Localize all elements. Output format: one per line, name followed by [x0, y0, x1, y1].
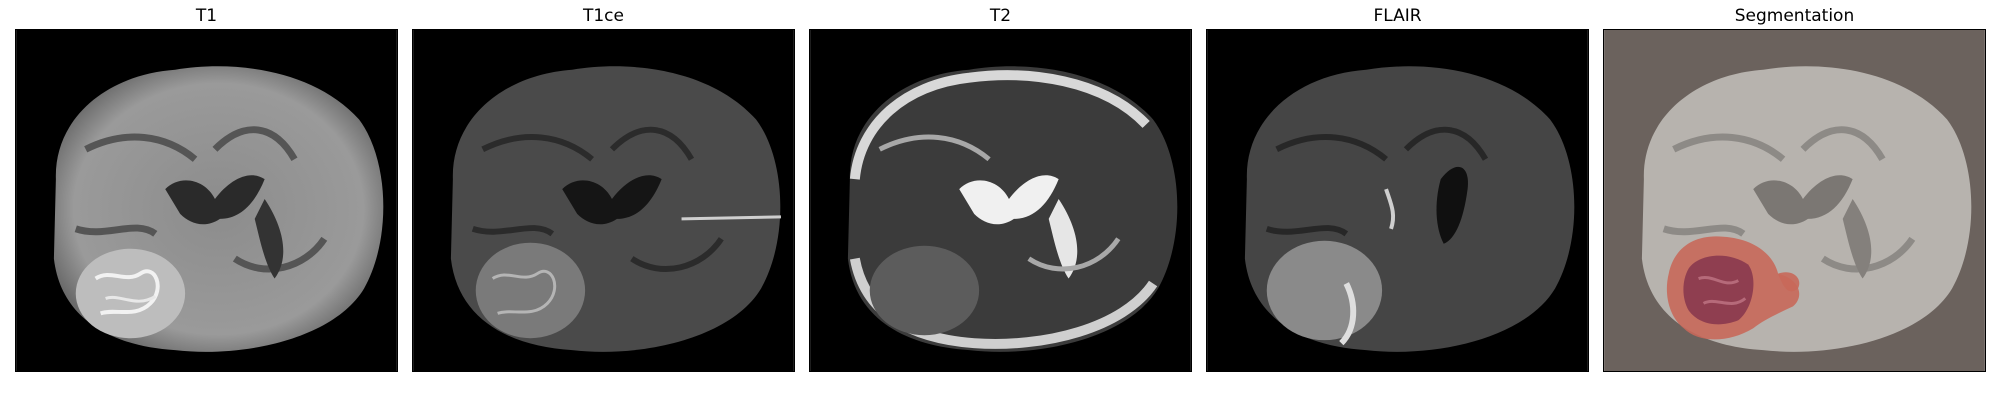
mri-panel-segmentation — [1603, 29, 1986, 372]
panel-title-t1ce: T1ce — [582, 6, 624, 26]
panel-title-segmentation: Segmentation — [1734, 6, 1855, 26]
mri-panel-t1 — [15, 29, 398, 372]
mri-panel-t1ce — [412, 29, 795, 372]
panel-title-t2: T2 — [989, 6, 1012, 26]
mri-panel-flair — [1206, 29, 1589, 372]
t1-brain-image — [16, 30, 397, 371]
t1ce-brain-image — [413, 30, 794, 371]
mri-panel-t2 — [809, 29, 1192, 372]
t2-brain-image — [810, 30, 1191, 371]
panel-title-flair: FLAIR — [1373, 6, 1422, 26]
panel-title-t1: T1 — [195, 6, 218, 26]
segmentation-overlay-image — [1604, 30, 1985, 371]
flair-brain-image — [1207, 30, 1588, 371]
